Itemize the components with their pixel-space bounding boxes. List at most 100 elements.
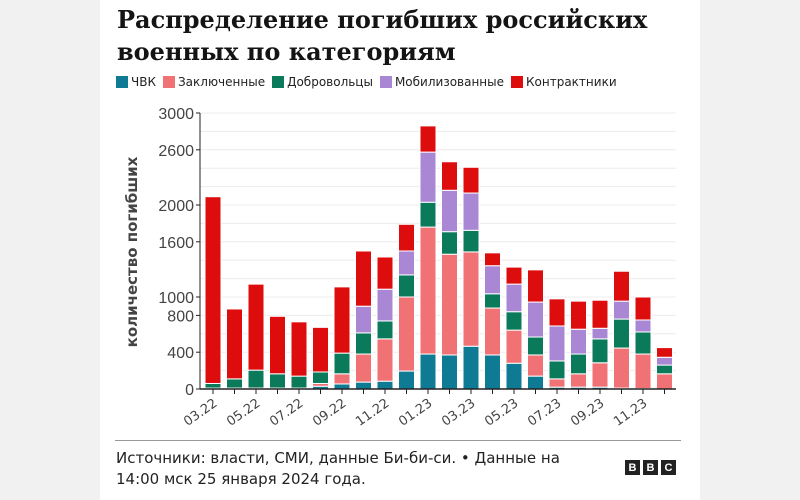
y-axis-label: количество погибших: [123, 156, 141, 347]
legend-item: ЧВК: [116, 75, 156, 89]
bar-segment: [269, 373, 286, 389]
bar-segment: [376, 338, 394, 382]
source-note: Источники: власти, СМИ, данные Би-би-си.…: [116, 449, 560, 488]
y-tick-label: 2600: [158, 143, 194, 160]
bar-segment: [355, 305, 372, 334]
bar-segment: [398, 223, 415, 252]
legend-label: Добровольцы: [287, 75, 373, 89]
bar-segment: [290, 375, 308, 389]
bar-segment: [484, 252, 501, 267]
bar-segment: [441, 231, 458, 255]
legend-item: Мобилизованные: [379, 75, 505, 89]
bar-segment: [656, 364, 673, 375]
bar-segment: [204, 382, 222, 389]
bar-segment: [462, 192, 480, 231]
x-tick-label: 05.23: [482, 396, 521, 430]
bar-segment: [656, 373, 673, 390]
y-tick-label: 0: [185, 382, 194, 399]
bar-segment: [570, 300, 587, 330]
bar-segment: [290, 321, 308, 377]
bar-segment: [505, 311, 523, 331]
bar-segment: [247, 283, 265, 371]
bar-segment: [548, 378, 566, 388]
bar-segment: [398, 274, 415, 298]
bar-segment: [634, 331, 652, 355]
bar-segment: [656, 347, 673, 358]
x-tick-label: 11.23: [611, 396, 650, 430]
bar-segment: [613, 300, 630, 320]
bar-segment: [226, 308, 243, 380]
y-tick-label: 2000: [158, 198, 194, 215]
bar-segment: [441, 354, 458, 390]
chart-title: Распределение погибших российских военны…: [117, 5, 648, 66]
bar-segment: [656, 356, 673, 366]
bar-segment: [484, 354, 501, 390]
legend-swatch: [511, 76, 524, 88]
bar-segment: [333, 286, 351, 354]
legend-swatch: [379, 76, 392, 88]
bar-segment: [505, 266, 523, 285]
x-tick-label: 03.22: [181, 396, 220, 430]
bar-segment: [462, 166, 480, 194]
bar-segment: [613, 347, 630, 389]
legend-swatch: [116, 76, 128, 88]
x-tick-label: 01.23: [396, 396, 435, 430]
bar-segment: [591, 299, 609, 329]
bar-segment: [312, 326, 329, 373]
bar-segment: [333, 352, 351, 375]
bar-segment: [527, 375, 544, 390]
y-tick-label: 1600: [158, 235, 194, 252]
x-tick-label: 09.22: [310, 396, 349, 430]
bar-segment: [613, 270, 630, 302]
bar-segment: [441, 161, 458, 191]
bar-segment: [527, 354, 544, 377]
bar-segment: [527, 269, 544, 303]
x-tick-label: 05.22: [224, 396, 263, 430]
y-tick-label: 800: [167, 308, 194, 325]
bar-segment: [484, 293, 501, 309]
bar-segment: [462, 345, 480, 390]
x-tick-label: 03.23: [439, 396, 478, 430]
bar-segment: [204, 196, 222, 384]
bar-segment: [226, 378, 243, 389]
bar-segment: [462, 251, 480, 347]
bar-segment: [398, 296, 415, 372]
bar-segment: [548, 298, 566, 327]
bar-segment: [333, 373, 351, 385]
bar-segment: [634, 296, 652, 321]
x-tick-label: 07.23: [525, 396, 564, 430]
bar-segment: [570, 353, 587, 375]
bar-segment: [398, 370, 415, 390]
bar-segment: [634, 353, 652, 390]
legend-swatch: [272, 76, 285, 88]
bar-segment: [355, 381, 372, 390]
legend-item: Контрактники: [511, 75, 617, 89]
bar-segment: [591, 338, 609, 364]
bar-segment: [548, 360, 566, 380]
y-tick-label: 3000: [158, 106, 194, 123]
bar-segment: [527, 301, 544, 338]
bar-segment: [247, 369, 265, 389]
legend-item: Добровольцы: [272, 75, 373, 89]
bar-segment: [505, 283, 523, 313]
bar-segment: [376, 288, 394, 322]
bar-segment: [419, 226, 437, 355]
legend-item: Заключенные: [162, 75, 265, 89]
bar-segment: [591, 362, 609, 388]
bar-segment: [312, 371, 329, 384]
bar-segment: [355, 353, 372, 383]
bar-segment: [398, 250, 415, 276]
bar-segment: [376, 320, 394, 340]
bar-segment: [634, 319, 652, 333]
legend-label: Мобилизованные: [394, 75, 505, 89]
legend-swatch: [162, 76, 175, 88]
bar-segment: [269, 315, 286, 375]
x-tick-label: 07.22: [267, 396, 306, 430]
bar-segment: [419, 353, 437, 390]
divider: [115, 440, 681, 441]
bar-segment: [570, 328, 587, 355]
legend-label: ЧВК: [131, 75, 156, 89]
bar-segment: [505, 329, 523, 364]
